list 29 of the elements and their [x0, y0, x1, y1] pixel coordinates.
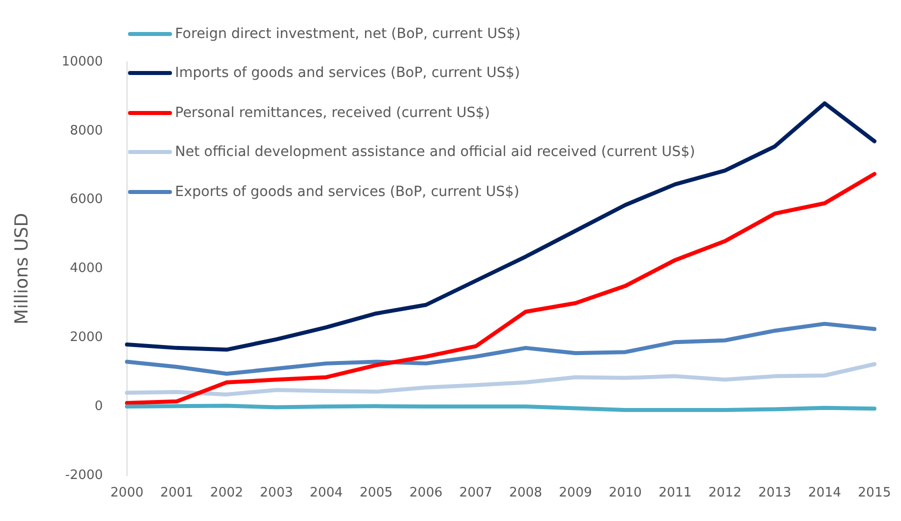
x-tick-label: 2003 [260, 486, 293, 501]
x-tick-label: 2006 [409, 486, 443, 501]
x-tick-label: 2010 [608, 486, 642, 501]
y-tick-label: 2000 [70, 330, 103, 345]
y-axis-title: Millions USD [11, 212, 32, 324]
x-tick-label: 2000 [110, 486, 144, 501]
x-tick-label: 2007 [459, 486, 492, 501]
x-tick-label: 2005 [360, 486, 393, 501]
y-tick-label: 4000 [70, 261, 103, 276]
x-tick-label: 2015 [858, 486, 892, 501]
legend-label: Imports of goods and services (BoP, current US$) [175, 65, 520, 82]
x-tick-label: 2014 [808, 486, 842, 501]
y-tick-label: -2000 [65, 468, 103, 483]
legend-label: Foreign direct investment, net (BoP, current US$) [175, 26, 521, 42]
y-tick-label: 0 [94, 398, 103, 414]
legend-label: Personal remittances, received (current US$) [175, 104, 490, 121]
legend-label: Exports of goods and services (BoP, current US$) [175, 184, 520, 200]
y-tick-label: 6000 [70, 192, 103, 208]
x-tick-label: 2008 [509, 486, 542, 501]
x-tick-label: 2002 [210, 486, 244, 501]
x-tick-label: 2004 [310, 486, 343, 501]
legend-label: Net official development assistance and official aid received (current US$) [175, 144, 696, 160]
x-tick-label: 2009 [558, 486, 592, 501]
x-tick-label: 2001 [160, 486, 194, 501]
x-tick-label: 2011 [658, 486, 692, 501]
y-tick-label: 10000 [62, 54, 103, 70]
x-tick-label: 2013 [758, 486, 792, 501]
x-tick-label: 2012 [708, 486, 742, 501]
y-tick-label: 8000 [70, 123, 103, 138]
